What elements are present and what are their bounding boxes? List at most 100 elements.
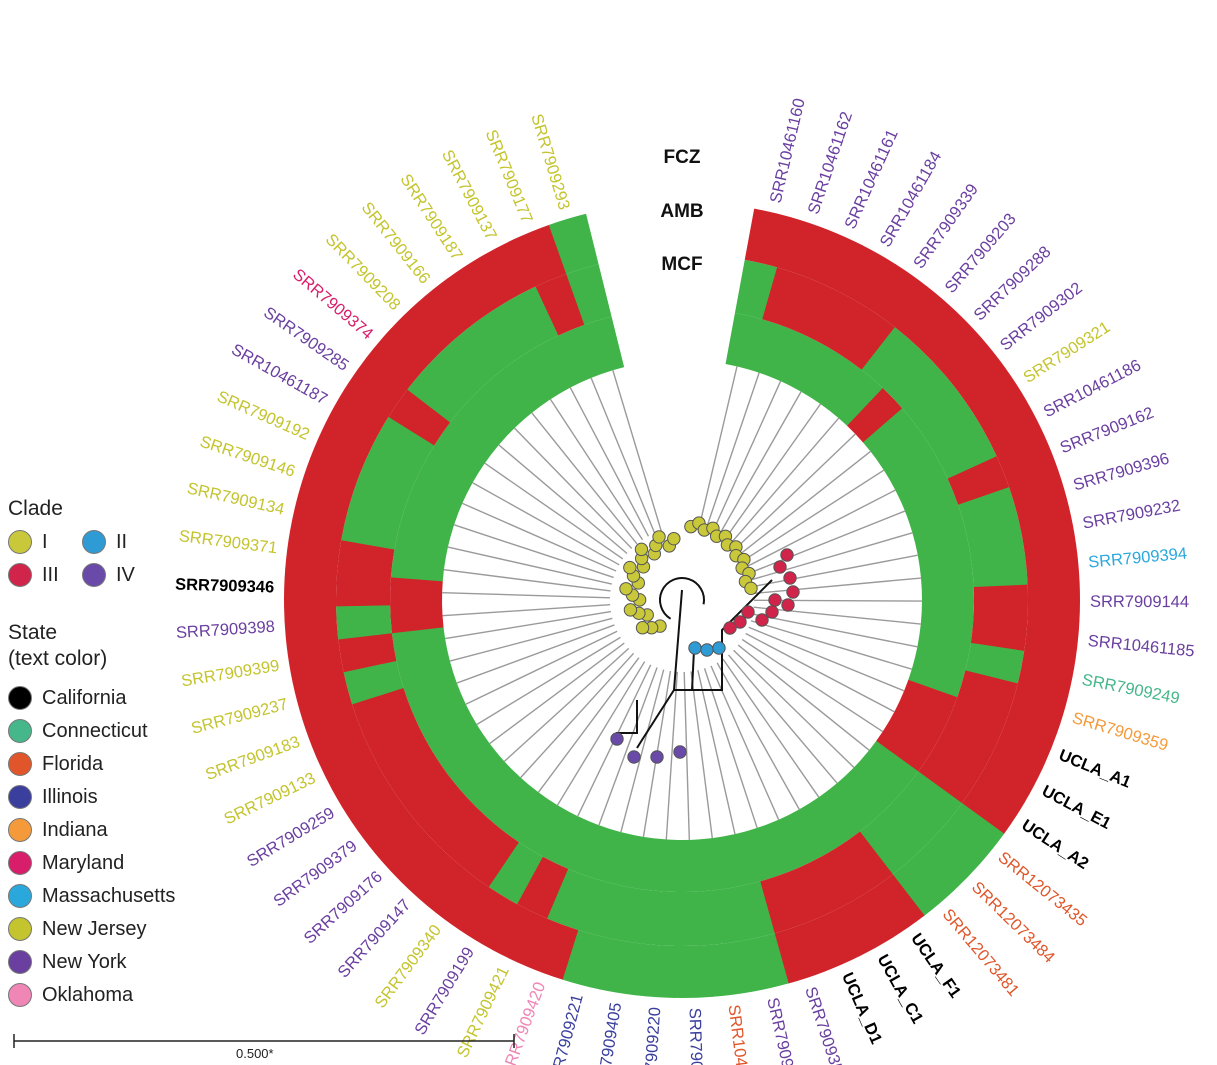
ring-cell-mcf xyxy=(593,828,633,886)
ring-cell-mcf xyxy=(413,693,472,740)
ring-cell-mcf xyxy=(899,679,958,724)
ring-cell-mcf xyxy=(533,335,581,394)
tip-node xyxy=(623,603,638,617)
state-swatch xyxy=(8,686,32,710)
tip-label: SRR7909359 xyxy=(1070,709,1170,755)
ring-cell-fcz xyxy=(513,224,567,287)
ring-cell-mcf xyxy=(391,626,448,661)
ring-cell-amb xyxy=(428,340,489,402)
lower-branch xyxy=(636,689,675,749)
ring-cell-fcz xyxy=(940,803,1005,864)
tip-node xyxy=(755,613,769,627)
clade-iv-swatch xyxy=(82,563,106,587)
tip-label: SRR7909192 xyxy=(214,388,312,444)
ring-cell-amb xyxy=(338,632,397,673)
tip-node xyxy=(773,560,787,574)
tip-branch xyxy=(443,569,611,592)
ring-cell-fcz xyxy=(805,909,860,972)
tip-branch xyxy=(442,604,611,617)
clade-i-label: I xyxy=(42,531,48,553)
ring-cell-fcz xyxy=(808,229,863,292)
ring-cell-amb xyxy=(414,785,476,845)
ring-cell-fcz xyxy=(526,918,579,980)
clade-i-swatch xyxy=(8,530,32,554)
ring-cell-fcz xyxy=(344,357,408,417)
ring-cell-fcz xyxy=(892,852,954,916)
ring-cell-amb xyxy=(343,660,404,705)
tip-branch xyxy=(722,658,820,798)
ring-cell-mcf xyxy=(919,612,974,644)
tip-branch xyxy=(753,606,921,625)
tip-node xyxy=(744,581,758,596)
ring-cell-mcf xyxy=(648,838,679,892)
tip-branch xyxy=(537,657,640,793)
tip-node xyxy=(786,585,800,599)
ring-cell-amb xyxy=(947,456,1010,506)
ring-cell-mcf xyxy=(475,769,530,826)
tip-node xyxy=(768,593,782,607)
ring-cell-fcz xyxy=(284,568,338,608)
root-arc xyxy=(659,577,705,620)
ring-cell-mcf xyxy=(676,839,706,892)
tip-label: SRR10461185 xyxy=(1087,632,1195,661)
ring-cell-fcz xyxy=(777,217,829,279)
ring-cell-mcf xyxy=(621,834,656,891)
ring-cell-amb xyxy=(506,286,559,349)
ring-label-amb: AMB xyxy=(660,201,703,222)
ring-cell-mcf xyxy=(908,657,966,698)
ring-cell-mcf xyxy=(723,831,761,888)
ring-cell-mcf xyxy=(767,814,813,873)
ring-cell-fcz xyxy=(1017,650,1076,697)
clade-ii-swatch xyxy=(82,530,106,554)
tip-label: UCLA_A1 xyxy=(1056,746,1133,791)
tip-label: SRR7909357 xyxy=(685,1008,706,1065)
ring-cell-amb xyxy=(965,518,1025,560)
ring-cell-mcf xyxy=(810,353,862,412)
ring-cell-mcf xyxy=(888,701,947,749)
tip-branch xyxy=(442,591,611,599)
tip-branch xyxy=(598,667,658,826)
tip-node xyxy=(780,548,794,562)
ring-cell-fcz xyxy=(1018,506,1077,553)
tip-node xyxy=(765,605,779,619)
tip-node xyxy=(723,621,737,635)
state-label: Oklahoma xyxy=(42,984,134,1006)
tip-branch xyxy=(741,638,884,733)
ring-cell-mcf xyxy=(496,785,548,843)
tip-label: SRR7909398 xyxy=(175,618,275,642)
tip-label: UCLA_A2 xyxy=(1018,816,1092,873)
state-swatch xyxy=(8,950,32,974)
state-swatch xyxy=(8,752,32,776)
ring-cell-fcz xyxy=(1009,470,1070,520)
ring-cell-fcz xyxy=(428,866,489,931)
ring-cell-fcz xyxy=(447,256,507,321)
ring-cell-amb xyxy=(609,885,650,944)
tip-node xyxy=(650,750,664,764)
ring-label-fcz: FCZ xyxy=(664,147,701,168)
ring-cell-mcf xyxy=(403,671,462,715)
tip-label: SRR7909394 xyxy=(1087,545,1187,572)
ring-cell-amb xyxy=(478,301,535,364)
tip-branch xyxy=(738,450,871,556)
ring-cell-amb xyxy=(836,831,893,894)
ring-cell-mcf xyxy=(450,400,507,455)
tip-branch xyxy=(704,372,760,533)
ring-cell-amb xyxy=(372,416,435,470)
tip-branch xyxy=(665,671,678,840)
tip-branch xyxy=(697,670,736,835)
tip-label: SRR10461147 xyxy=(725,1004,756,1065)
ring-cell-mcf xyxy=(915,531,972,567)
ring-cell-mcf xyxy=(829,369,884,427)
ring-cell-amb xyxy=(859,813,919,875)
ring-cell-mcf xyxy=(542,810,589,869)
tip-label: SRR7909399 xyxy=(180,657,281,691)
tip-label: SRR7909220 xyxy=(640,1007,664,1065)
tip-branch xyxy=(465,630,618,705)
ring-cell-fcz xyxy=(1024,544,1080,586)
tip-node xyxy=(700,643,714,657)
tip-branch xyxy=(745,632,895,713)
tip-label: SRR7909134 xyxy=(185,479,286,518)
ring-cell-amb xyxy=(358,445,421,496)
tip-branch xyxy=(733,433,856,551)
ring-cell-mcf xyxy=(390,603,444,634)
